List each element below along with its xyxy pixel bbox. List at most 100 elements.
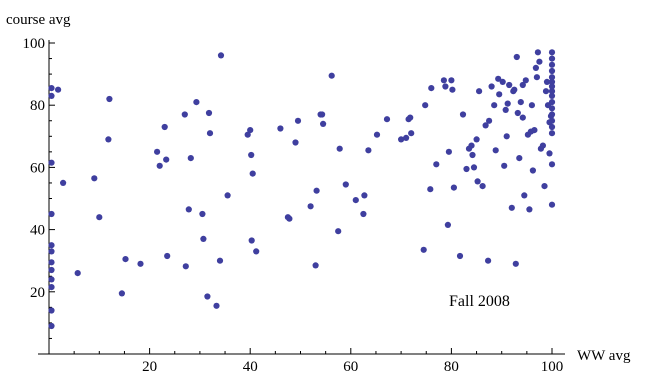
data-point — [205, 109, 213, 117]
data-point — [408, 130, 415, 137]
data-point — [91, 175, 98, 182]
data-point — [249, 170, 256, 177]
data-point — [541, 183, 548, 190]
x-tick-label: 40 — [243, 359, 258, 375]
data-point — [526, 206, 533, 213]
data-point — [474, 178, 481, 185]
data-point — [216, 257, 224, 264]
data-point — [185, 206, 192, 213]
data-point — [506, 81, 513, 89]
data-point — [154, 148, 161, 155]
data-point — [548, 83, 556, 90]
chart-annotation: Fall 2008 — [449, 293, 510, 310]
data-point — [294, 117, 302, 124]
data-point — [361, 192, 368, 199]
data-point — [248, 237, 255, 244]
data-point — [428, 85, 435, 92]
data-point — [514, 109, 521, 117]
data-point — [48, 266, 55, 274]
data-point — [118, 290, 125, 297]
data-point — [491, 102, 498, 109]
data-point — [48, 242, 55, 249]
data-point — [548, 99, 556, 106]
data-point — [360, 210, 367, 218]
data-point — [292, 139, 299, 146]
data-point — [548, 67, 556, 75]
data-point — [501, 162, 508, 169]
data-point — [529, 167, 537, 174]
x-tick-label: 80 — [444, 359, 459, 375]
data-point — [373, 131, 381, 138]
data-point — [517, 99, 524, 106]
data-point — [48, 92, 55, 99]
data-point — [463, 165, 470, 173]
data-point — [548, 88, 556, 95]
data-point — [536, 58, 543, 65]
data-point — [206, 130, 214, 137]
data-point — [456, 252, 464, 260]
data-point — [519, 114, 526, 121]
data-point — [444, 221, 451, 228]
data-point — [213, 302, 220, 309]
data-point — [513, 53, 520, 61]
data-point — [442, 83, 449, 90]
data-point — [512, 260, 519, 267]
data-point — [548, 111, 556, 118]
data-point — [96, 214, 103, 221]
data-point — [48, 276, 55, 283]
data-point — [533, 74, 541, 81]
y-tick-label: 100 — [23, 36, 46, 52]
data-point — [163, 156, 170, 163]
data-point — [365, 147, 372, 154]
data-point — [244, 131, 251, 138]
data-point — [60, 179, 67, 186]
data-point — [398, 136, 405, 143]
data-point — [247, 127, 254, 134]
data-point — [48, 85, 55, 92]
data-point — [543, 78, 551, 85]
data-point — [137, 260, 144, 267]
data-point — [336, 145, 343, 152]
data-point — [204, 293, 211, 300]
data-point — [495, 75, 502, 82]
data-point — [521, 192, 528, 199]
data-point — [528, 102, 536, 109]
data-point — [182, 263, 189, 270]
data-point — [445, 148, 452, 155]
data-point — [542, 88, 550, 95]
data-point — [433, 161, 440, 168]
x-axis-label: WW avg — [577, 348, 631, 364]
data-point — [335, 228, 342, 235]
data-point — [519, 81, 526, 89]
data-point — [48, 259, 55, 266]
data-point — [48, 322, 55, 330]
data-point — [548, 117, 556, 124]
data-point — [482, 122, 489, 129]
y-tick-label: 40 — [30, 223, 45, 239]
data-point — [286, 215, 293, 222]
data-point — [496, 91, 503, 98]
data-point — [488, 83, 495, 90]
data-point — [532, 64, 540, 71]
data-point — [187, 155, 194, 162]
data-point — [504, 100, 511, 107]
data-point — [48, 307, 55, 314]
data-point — [253, 248, 260, 255]
data-point — [312, 262, 319, 269]
x-tick-label: 20 — [142, 359, 157, 375]
data-point — [352, 197, 359, 204]
data-point — [548, 123, 556, 131]
data-point — [548, 55, 556, 62]
data-point — [48, 284, 55, 291]
data-point — [440, 77, 447, 84]
data-point — [106, 95, 113, 103]
data-points — [48, 49, 556, 330]
data-point — [499, 78, 506, 85]
data-point — [486, 117, 493, 124]
data-point — [548, 49, 556, 56]
data-point — [224, 192, 231, 199]
data-point — [548, 201, 556, 208]
data-point — [511, 86, 518, 93]
data-point — [55, 86, 62, 93]
